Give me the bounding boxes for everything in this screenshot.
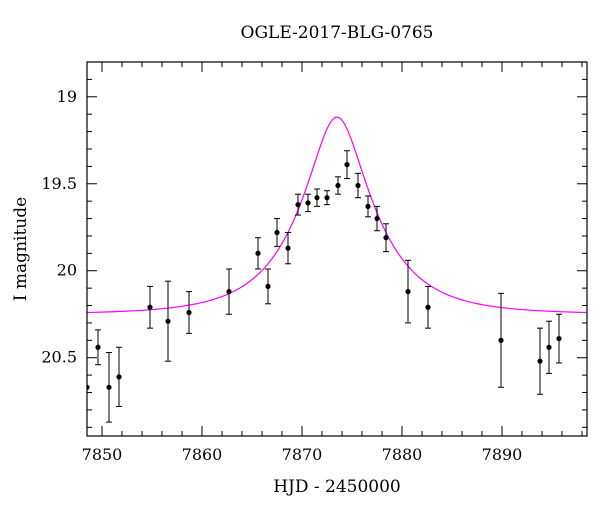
model-curve [87,116,587,314]
y-tick-label: 19.5 [41,174,77,193]
data-point [305,200,311,206]
data-point [374,215,380,222]
data-point [335,182,341,189]
y-tick-label: 20 [57,261,77,280]
data-point [255,250,261,256]
data-point [265,283,271,289]
axis-ticks: 7850 7860 7870 7880 7890 19 19.5 20 20.5 [41,61,587,464]
data-point [537,358,543,364]
data-point [116,374,122,380]
x-tick-label: 7890 [482,445,523,464]
data-point [106,384,112,390]
data-point [186,309,192,316]
data-point [344,162,350,168]
plot-frame [86,61,588,437]
x-tick-label: 7880 [382,445,423,464]
data-point [425,304,431,310]
data-point [365,203,371,209]
data-point [405,289,411,295]
chart-title: OGLE-2017-BLG-0765 [241,23,434,43]
data-point [295,202,301,208]
y-axis-label: I magnitude [11,197,31,301]
data-point [556,335,562,342]
data-point [546,344,552,350]
x-tick-label: 7870 [282,445,323,464]
data-point [314,195,320,201]
data-point [383,235,389,241]
plot-area [87,116,587,423]
data-point [165,318,171,324]
x-tick-label: 7860 [182,445,223,464]
data-point [95,344,101,350]
y-tick-label: 20.5 [41,348,77,367]
x-tick-label: 7850 [82,445,123,464]
x-axis-label: HJD - 2450000 [273,477,401,497]
plot-inner [87,116,587,423]
data-point [355,182,361,189]
y-tick-label: 19 [57,87,77,106]
data-point [87,384,90,390]
data-point [226,289,232,295]
data-point [324,195,330,201]
data-point [285,245,291,251]
data-point [147,304,153,310]
data-point [274,229,280,236]
data-point [498,337,504,343]
